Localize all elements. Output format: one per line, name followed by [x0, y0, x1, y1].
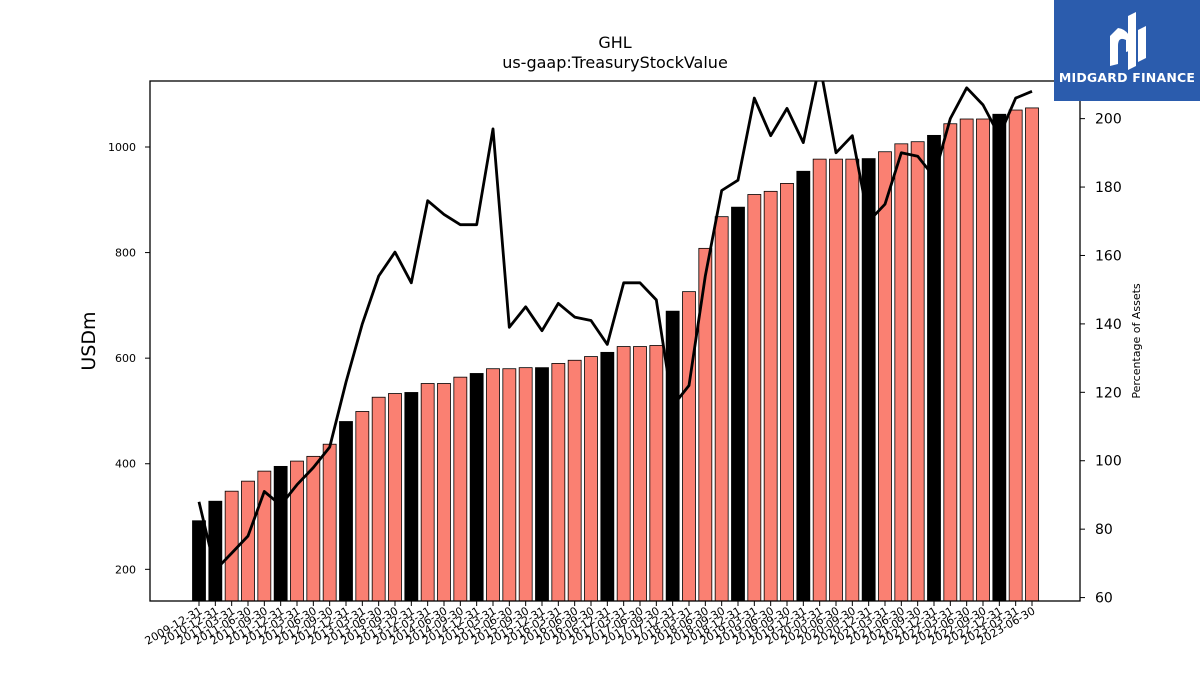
bar-2010-12-31	[208, 500, 223, 601]
bar-2023-03-31	[1008, 109, 1023, 601]
bar-2016-06-30	[567, 359, 582, 601]
bar-2012-09-30	[322, 443, 337, 601]
bar-2019-12-31	[796, 170, 811, 601]
bar-2012-12-31	[339, 421, 353, 601]
bar-2016-12-31	[600, 351, 615, 601]
bar-2015-03-31	[486, 368, 500, 601]
y2-tick-label-200: 200	[1095, 112, 1122, 128]
bar-2020-12-31	[861, 158, 876, 601]
bar-2009-12-31	[192, 520, 206, 601]
bar-2013-12-31	[404, 392, 419, 601]
bar-2021-12-31	[927, 134, 941, 601]
bar-2011-03-31	[224, 490, 239, 601]
bar-2021-06-30	[894, 143, 909, 601]
y2-tick-label-140: 140	[1095, 317, 1122, 333]
chart-subtitle: us-gaap:TreasuryStockValue	[502, 53, 728, 72]
bar-2018-12-31	[731, 206, 745, 601]
bar-2022-03-31	[943, 123, 958, 601]
bar-2021-03-31	[878, 151, 892, 601]
y2-axis-label: Percentage of Assets	[1130, 283, 1143, 399]
midgard-finance-logo: MIDGARD FINANCE	[1054, 0, 1200, 101]
bar-2022-09-30	[976, 118, 990, 601]
bar-2019-03-31	[747, 194, 762, 601]
plot-frame	[149, 80, 1081, 602]
bar-2016-03-31	[551, 363, 566, 601]
bar-2019-09-30	[780, 183, 794, 601]
bar-2021-09-30	[910, 141, 925, 601]
bar-2014-12-31	[469, 373, 484, 601]
y2-tick-label-100: 100	[1095, 454, 1122, 470]
y2-tick-label-60: 60	[1095, 591, 1113, 607]
bar-2018-09-30	[714, 216, 729, 601]
y-tick-label-800: 800	[115, 247, 136, 260]
bar-2017-09-30	[649, 345, 664, 601]
bar-2023-06-30	[1025, 107, 1039, 601]
chart-title: GHL	[598, 33, 632, 52]
bar-2015-09-30	[518, 367, 533, 601]
bar-2014-06-30	[437, 383, 451, 601]
bar-2014-09-30	[453, 376, 468, 601]
y-tick-label-1000: 1000	[108, 141, 136, 154]
logo-text: MIDGARD FINANCE	[1058, 70, 1196, 85]
bar-2019-06-30	[763, 190, 778, 601]
bar-2015-06-30	[502, 368, 517, 601]
bar-2013-09-30	[388, 393, 402, 601]
y-tick-label-400: 400	[115, 458, 136, 471]
bar-2020-06-30	[829, 158, 843, 601]
y-tick-label-200: 200	[115, 563, 136, 576]
bar-2022-06-30	[959, 118, 974, 601]
bar-2013-03-31	[355, 411, 370, 601]
bar-2013-06-30	[371, 396, 386, 601]
bar-2012-03-31	[290, 460, 304, 601]
y-axis-label: USDm	[78, 311, 100, 370]
bar-2016-09-30	[584, 356, 598, 601]
bar-2018-03-31	[682, 291, 696, 601]
bar-2015-12-31	[535, 367, 549, 601]
y2-tick-label-180: 180	[1095, 180, 1122, 196]
y-tick-label-600: 600	[115, 352, 136, 365]
bar-2018-06-30	[698, 247, 713, 601]
bar-2011-12-31	[273, 465, 288, 601]
bar-2022-12-31	[992, 113, 1007, 601]
bar-2017-03-31	[616, 346, 631, 601]
logo-mark-icon	[1110, 12, 1146, 70]
bar-2012-06-30	[306, 455, 321, 601]
bar-2017-12-31	[665, 310, 680, 601]
bar-2017-06-30	[633, 346, 647, 601]
bar-2020-09-30	[845, 158, 860, 601]
bar-2014-03-31	[420, 383, 435, 601]
y2-tick-label-80: 80	[1095, 522, 1113, 538]
bar-2020-03-31	[812, 158, 827, 601]
percentage-of-assets-line	[197, 81, 1033, 572]
y2-tick-label-120: 120	[1095, 385, 1122, 401]
y2-tick-label-160: 160	[1095, 248, 1122, 264]
